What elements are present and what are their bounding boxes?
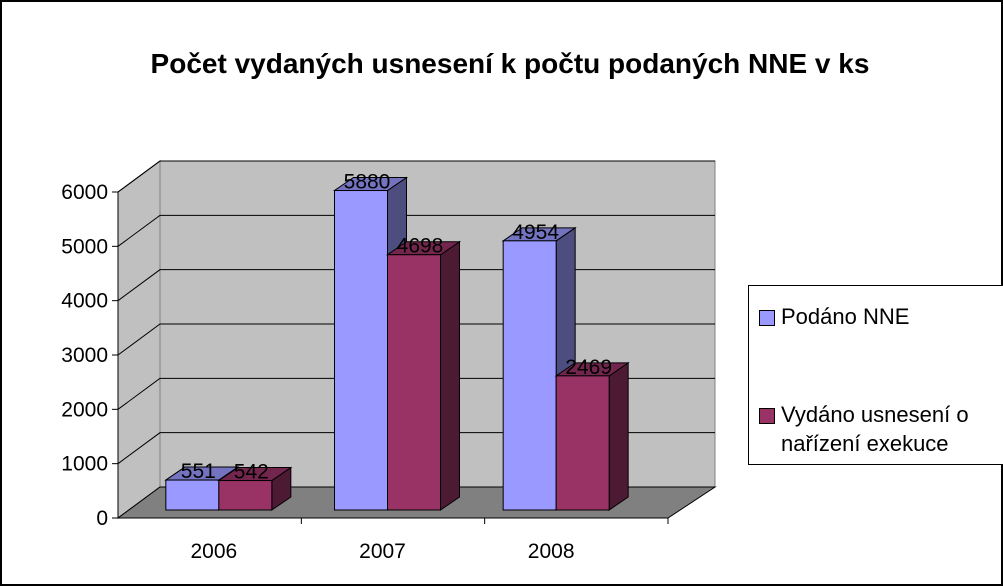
value-label: 551 [181,460,216,483]
x-tick-label: 2006 [190,540,237,563]
y-tick-label: 5000 [61,235,108,258]
value-label: 542 [234,461,269,484]
legend: Podáno NNE Vydáno usnesení o nařízení exe… [748,285,1003,465]
value-label: 4698 [397,235,444,258]
bar [217,466,293,511]
y-tick-label: 2000 [61,398,108,421]
y-tick-label: 0 [96,507,108,530]
bar-front [387,254,441,511]
legend-label: Podáno NNE [781,304,910,329]
bar [385,240,462,511]
legend-label: Vydáno usnesení o nařízení exekuce [781,402,969,456]
y-tick-label: 6000 [61,181,108,204]
value-label: 2469 [565,356,612,379]
legend-swatch [759,408,775,424]
legend-item: Podáno NNE [759,302,999,331]
bar-front [334,190,388,511]
bar-front [555,375,610,511]
y-tick-label: 1000 [61,453,108,476]
bar-front [502,240,557,511]
legend-item: Vydáno usnesení o nařízení exekuce [759,400,999,458]
chart-title: Počet vydaných usnesení k počtu podaných… [150,48,870,79]
legend-swatch [759,310,775,326]
bar-front [218,480,273,511]
x-tick-label: 2008 [528,540,575,563]
bar-front [165,479,220,511]
y-tick-label: 4000 [61,290,108,313]
grid-line [117,214,715,247]
bar-side [608,361,629,511]
grid-line [117,160,715,193]
y-tick-label: 3000 [61,344,108,367]
bar-side [440,240,460,511]
x-tick-label: 2007 [359,540,406,563]
bar [554,361,630,511]
value-label: 5880 [344,171,391,194]
value-label: 4954 [512,221,559,244]
